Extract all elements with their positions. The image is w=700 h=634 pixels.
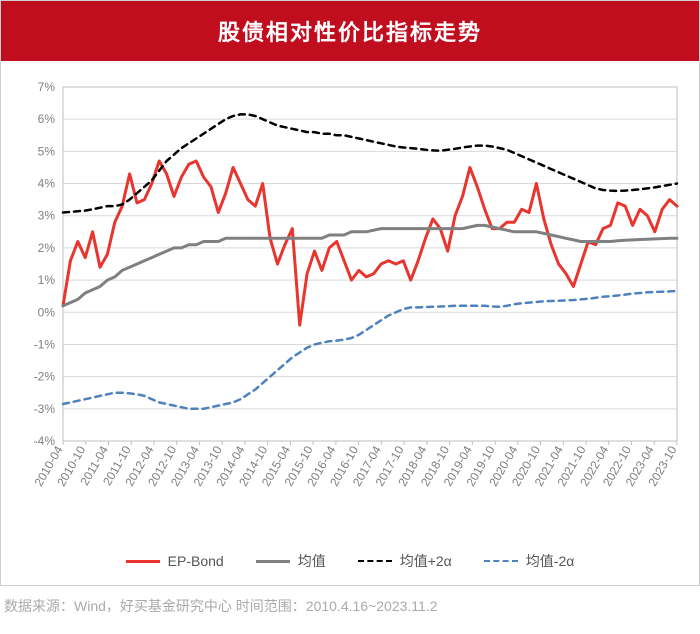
chart-card: 股债相对性价比指标走势 -4%-3%-2%-1%0%1%2%3%4%5%6%7%… [0, 0, 700, 586]
legend-swatch [484, 560, 518, 562]
legend-label: 均值-2α [526, 551, 575, 571]
chart-title: 股债相对性价比指标走势 [1, 1, 699, 61]
legend-item: EP-Bond [126, 551, 224, 571]
svg-text:0%: 0% [38, 305, 56, 319]
svg-text:5%: 5% [38, 144, 56, 158]
svg-text:7%: 7% [38, 81, 56, 94]
line-chart-svg: -4%-3%-2%-1%0%1%2%3%4%5%6%7%2010-042010-… [13, 81, 689, 541]
chart-source-note: 数据来源：Wind，好买基金研究中心 时间范围：2010.4.16~2023.1… [0, 586, 700, 634]
plot-area: -4%-3%-2%-1%0%1%2%3%4%5%6%7%2010-042010-… [1, 61, 699, 541]
legend-label: EP-Bond [168, 553, 224, 569]
legend-swatch [256, 560, 290, 563]
svg-text:-3%: -3% [34, 402, 56, 416]
legend-item: 均值+2α [358, 551, 452, 571]
svg-text:-1%: -1% [34, 337, 56, 351]
legend-label: 均值 [298, 551, 326, 571]
svg-text:3%: 3% [38, 209, 56, 223]
legend-item: 均值 [256, 551, 326, 571]
svg-text:4%: 4% [38, 177, 56, 191]
svg-text:1%: 1% [38, 273, 56, 287]
svg-text:2%: 2% [38, 241, 56, 255]
legend-label: 均值+2α [400, 551, 452, 571]
legend-item: 均值-2α [484, 551, 575, 571]
svg-text:-2%: -2% [34, 370, 56, 384]
legend-swatch [358, 560, 392, 562]
chart-legend: EP-Bond 均值 均值+2α 均值-2α [1, 541, 699, 585]
legend-swatch [126, 560, 160, 563]
svg-text:6%: 6% [38, 112, 56, 126]
